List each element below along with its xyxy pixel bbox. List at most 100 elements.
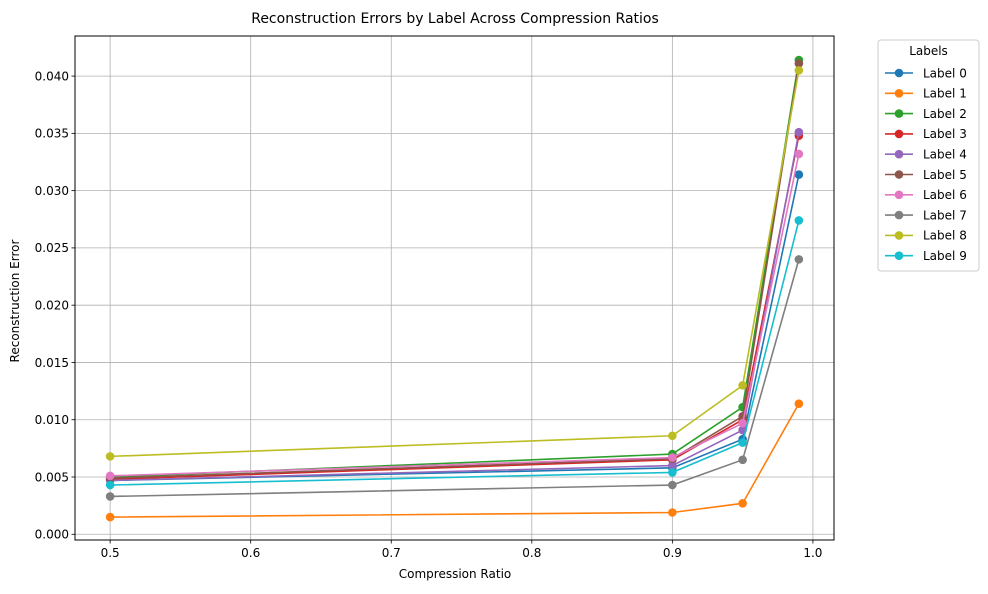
legend-swatch-marker [894, 129, 904, 139]
legend-swatch-marker [894, 149, 904, 159]
series-line [110, 135, 800, 481]
legend-item: Label 7 [885, 208, 967, 222]
data-point [668, 508, 677, 517]
x-tick-label: 0.9 [663, 546, 682, 560]
legend-swatch-marker [894, 210, 904, 220]
data-point [105, 480, 115, 490]
legend-label: Label 1 [923, 87, 967, 101]
x-axis-label: Compression Ratio [399, 567, 512, 581]
data-point [668, 431, 677, 441]
legend-swatch-marker [894, 190, 904, 200]
series-label-7 [105, 255, 804, 501]
x-tick-label: 0.7 [382, 546, 401, 560]
x-tick-label: 0.8 [522, 546, 541, 560]
legend-item: Label 9 [885, 249, 967, 263]
y-axis-label: Reconstruction Error [8, 240, 22, 363]
legend-swatch-marker [894, 89, 904, 98]
legend-item: Label 8 [885, 229, 967, 243]
legend-swatch-marker [894, 109, 904, 118]
data-point [668, 461, 677, 470]
series-line [110, 153, 800, 477]
legend-item: Label 1 [885, 87, 967, 101]
y-tick-label: 0.010 [35, 413, 69, 427]
legend-swatch-marker [894, 231, 904, 240]
data-point [794, 399, 804, 408]
series-line [110, 70, 800, 458]
data-point [794, 127, 804, 137]
data-point [738, 418, 747, 428]
data-point [794, 59, 804, 68]
series-label-8 [105, 66, 804, 461]
legend-swatch-marker [894, 68, 904, 78]
legend-label: Label 2 [923, 107, 967, 121]
series-label-0 [105, 170, 804, 485]
y-tick-label: 0.040 [35, 69, 69, 83]
y-tick-label: 0.025 [35, 241, 69, 255]
data-point [105, 512, 115, 522]
data-point [105, 471, 115, 481]
y-tick-label: 0.000 [35, 528, 69, 542]
axis-ticks: 0.5 0.6 0.7 0.8 0.9 1.0 0.000 0.005 0.010 0.015 0.… [35, 69, 823, 560]
series-label-4 [105, 127, 804, 485]
y-tick-label: 0.030 [35, 184, 69, 198]
data-point [668, 480, 677, 490]
x-tick-label: 1.0 [803, 546, 822, 560]
data-point [738, 499, 747, 508]
y-tick-label: 0.005 [35, 470, 69, 484]
data-point [668, 453, 677, 462]
series-group [105, 55, 804, 522]
x-tick-label: 0.6 [241, 546, 260, 560]
data-point [738, 438, 747, 447]
grid [75, 36, 834, 540]
legend-label: Label 6 [923, 188, 967, 202]
series-label-3 [105, 131, 804, 484]
data-point [794, 149, 804, 159]
series-label-5 [105, 59, 804, 483]
series-line [110, 174, 800, 482]
data-point [794, 66, 804, 75]
y-tick-label: 0.035 [35, 127, 69, 141]
x-tick-label: 0.5 [101, 546, 120, 560]
legend-box [877, 39, 980, 272]
legend-swatch-marker [894, 170, 904, 179]
series-line [110, 63, 800, 479]
legend-item: Label 3 [885, 127, 967, 141]
legend-item: Label 5 [885, 168, 967, 182]
legend-item: Label 0 [885, 66, 967, 80]
legend: Labels Label 0 Label 1 Label 2 Label 3 Label … [877, 39, 980, 272]
plot-frame [74, 35, 835, 541]
legend-swatch-marker [894, 251, 904, 260]
series-line [110, 259, 800, 498]
data-point [105, 452, 115, 461]
legend-title: Labels [909, 44, 948, 58]
data-point [738, 455, 747, 465]
legend-label: Label 8 [923, 229, 967, 243]
data-point [794, 255, 804, 264]
data-point [794, 216, 804, 225]
legend-item: Label 4 [885, 148, 967, 162]
data-point [794, 170, 804, 179]
series-line [110, 132, 800, 482]
data-point [668, 468, 677, 477]
legend-label: Label 9 [923, 249, 967, 263]
data-point [738, 381, 747, 390]
chart-title: Reconstruction Errors by Label Across Co… [251, 11, 659, 27]
legend-label: Label 0 [923, 66, 967, 80]
legend-item: Label 2 [885, 107, 967, 121]
series-line [110, 59, 800, 478]
series-label-6 [105, 149, 804, 481]
series-line [110, 403, 800, 518]
legend-label: Label 3 [923, 127, 967, 141]
data-point [105, 492, 115, 501]
series-label-9 [105, 216, 804, 490]
y-tick-label: 0.015 [35, 356, 69, 370]
legend-label: Label 4 [923, 148, 967, 162]
series-label-1 [105, 399, 804, 522]
legend-item: Label 6 [885, 188, 967, 202]
y-tick-label: 0.020 [35, 298, 69, 312]
legend-label: Label 5 [923, 168, 967, 182]
series-line [110, 220, 800, 486]
legend-label: Label 7 [923, 208, 967, 222]
